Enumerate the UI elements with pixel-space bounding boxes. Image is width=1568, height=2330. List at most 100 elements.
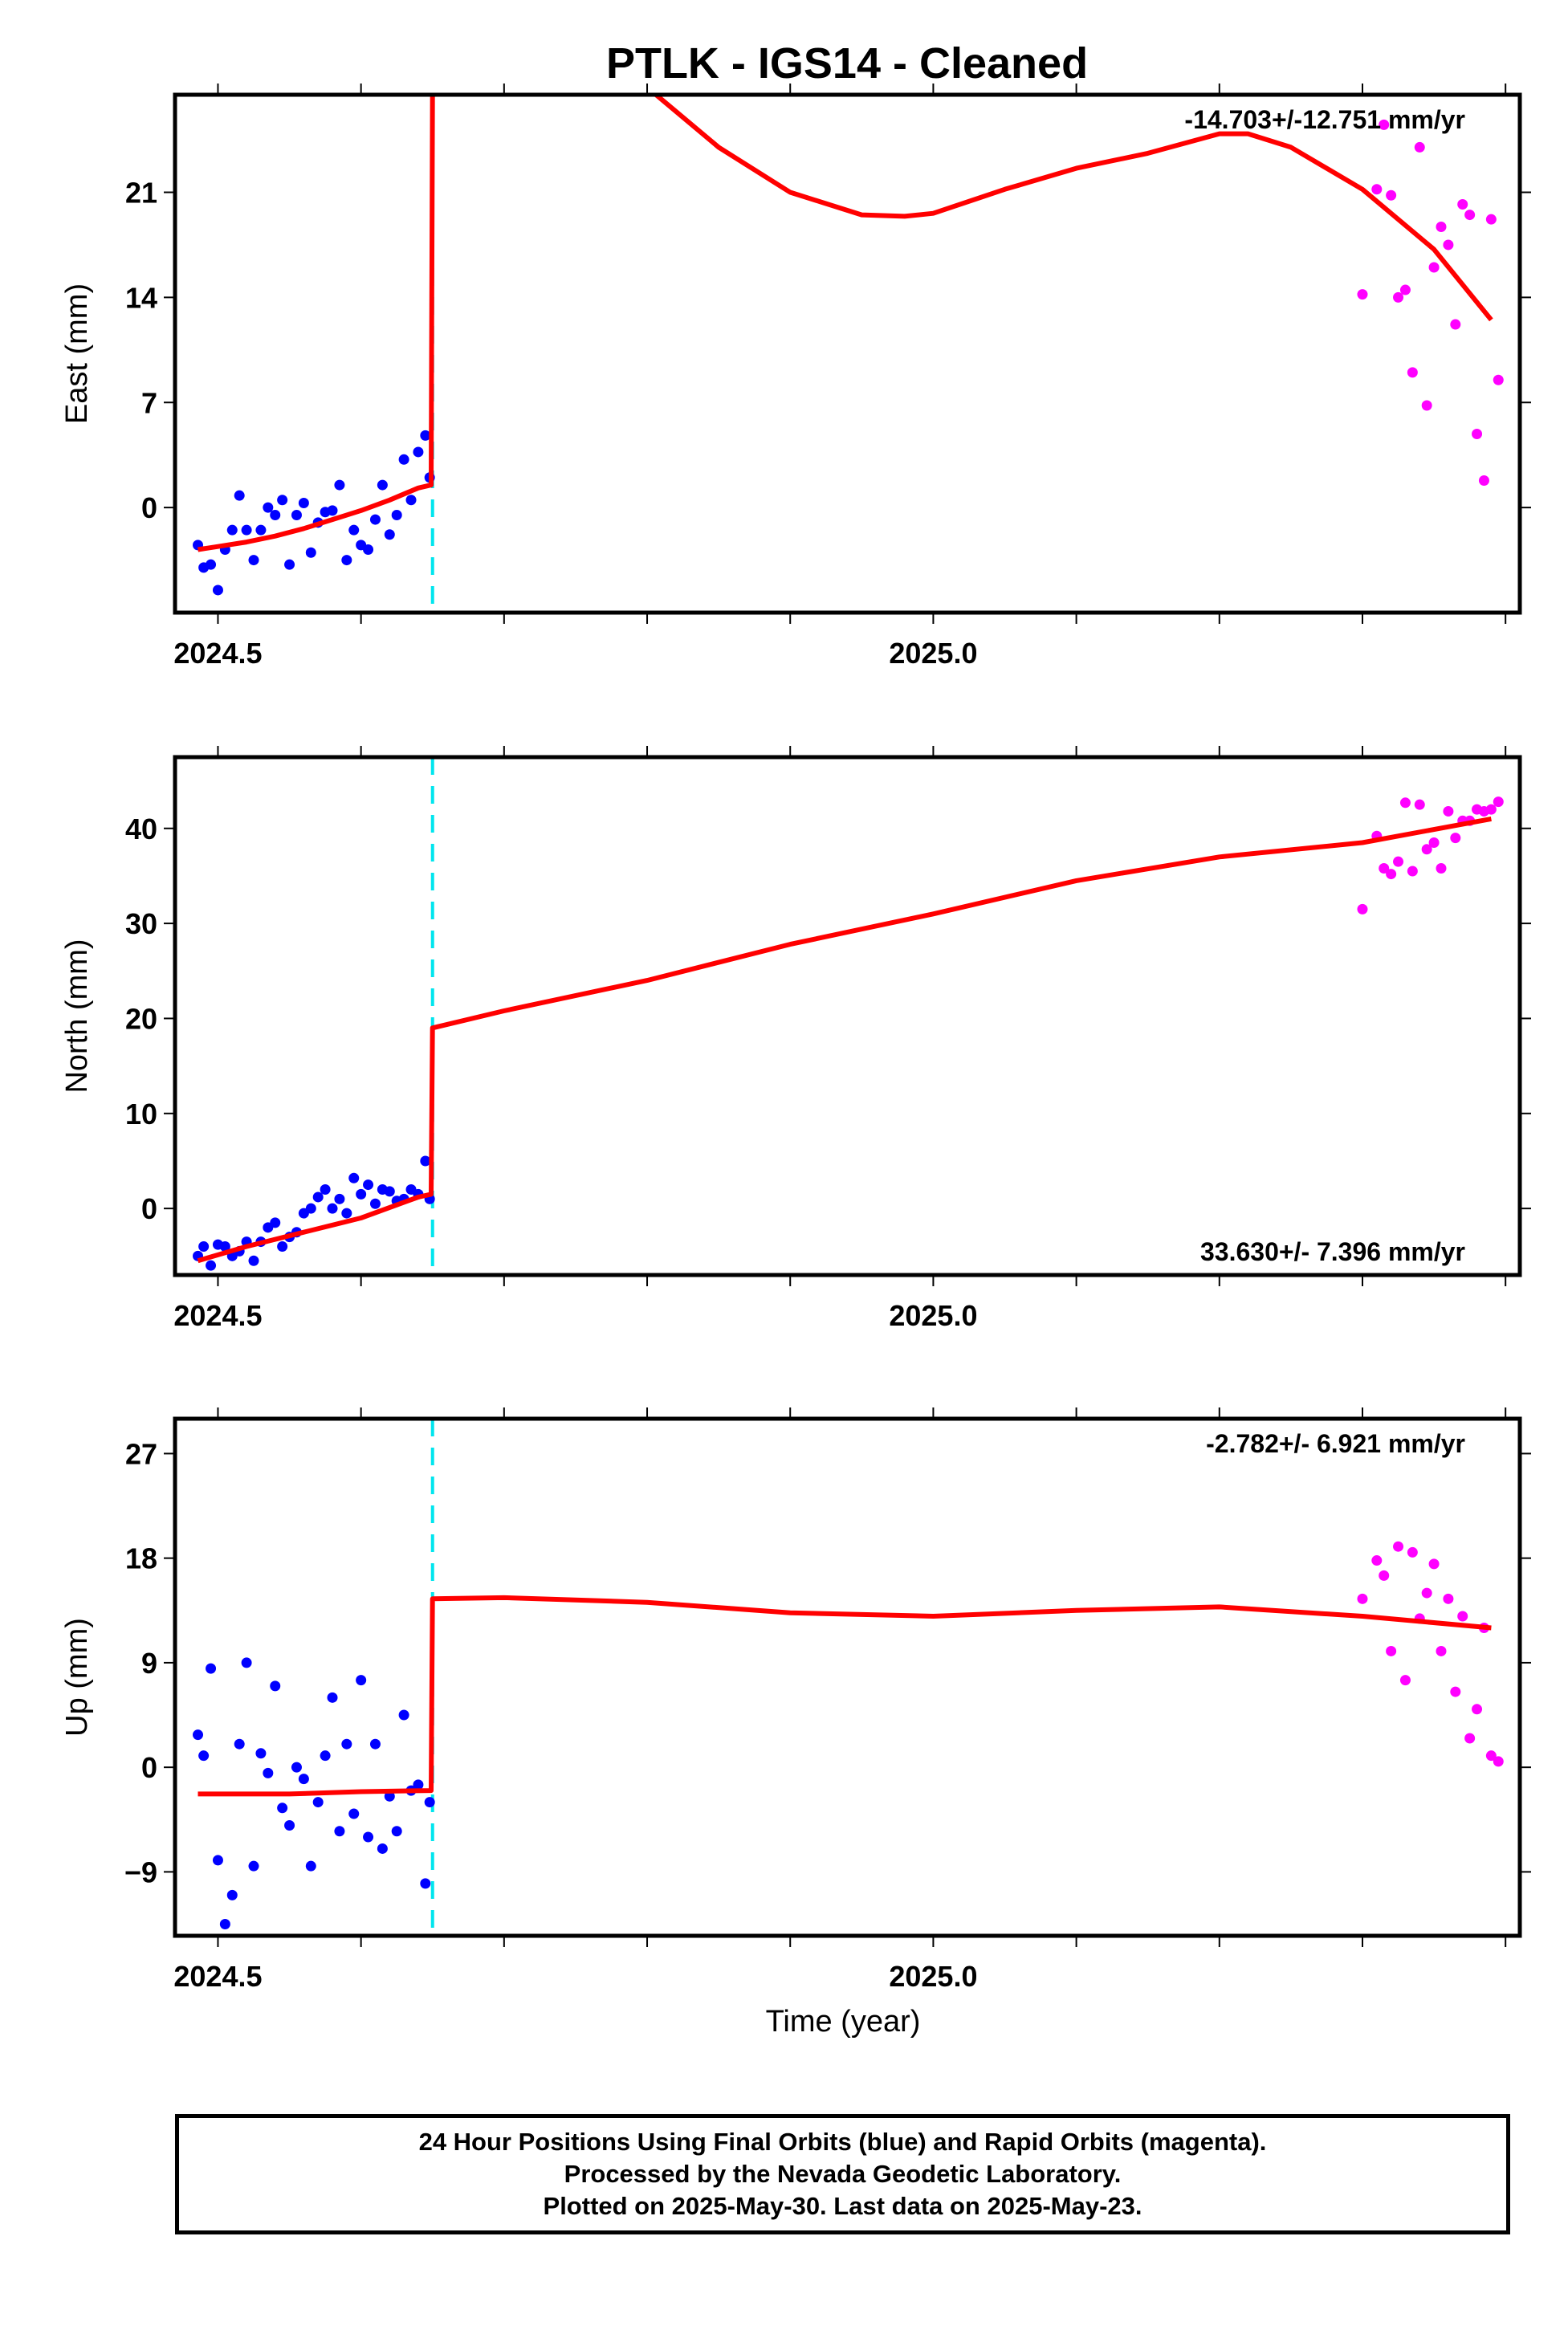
final-orbit-point xyxy=(363,1831,374,1843)
final-orbit-point xyxy=(212,1855,223,1866)
final-orbit-point xyxy=(413,1779,424,1790)
final-orbit-point xyxy=(369,514,381,525)
final-orbit-point xyxy=(255,524,267,536)
rapid-orbit-point xyxy=(1399,1675,1411,1686)
final-orbit-point xyxy=(327,505,338,516)
rapid-orbit-point xyxy=(1472,429,1483,440)
final-orbit-point xyxy=(270,1680,281,1692)
final-orbit-point xyxy=(312,1797,324,1808)
rate-annotation: -2.782+/- 6.921 mm/yr xyxy=(1206,1429,1465,1458)
rapid-orbit-point xyxy=(1379,862,1390,874)
rapid-orbit-point xyxy=(1379,119,1390,130)
final-orbit-point xyxy=(226,524,238,536)
y-tick-label: 14 xyxy=(125,281,157,314)
y-tick-label: 10 xyxy=(125,1098,157,1130)
caption-box: 24 Hour Positions Using Final Orbits (bl… xyxy=(175,2114,1510,2234)
rapid-orbit-point xyxy=(1386,1645,1397,1656)
final-orbit-point xyxy=(327,1203,338,1214)
rapid-orbit-point xyxy=(1393,291,1404,303)
rapid-orbit-point xyxy=(1436,862,1447,874)
y-tick-label: 9 xyxy=(141,1647,157,1680)
rapid-orbit-point xyxy=(1393,856,1404,867)
final-orbit-point xyxy=(334,479,345,491)
final-orbit-point xyxy=(363,544,374,555)
final-orbit-point xyxy=(234,490,245,501)
rapid-orbit-point xyxy=(1464,210,1476,221)
final-orbit-point xyxy=(226,1889,238,1900)
rapid-orbit-point xyxy=(1485,804,1497,815)
final-orbit-point xyxy=(377,1843,388,1854)
final-orbit-point xyxy=(320,1750,331,1762)
x-axis-label: Time (year) xyxy=(766,2005,921,2039)
rapid-orbit-point xyxy=(1357,289,1368,300)
caption-line-3: Plotted on 2025-May-30. Last data on 202… xyxy=(543,2192,1142,2220)
final-orbit-point xyxy=(356,1188,367,1200)
model-fit-line xyxy=(198,1595,1492,1797)
x-tick-label: 2025.0 xyxy=(889,637,977,670)
rapid-orbit-point xyxy=(1493,374,1504,385)
final-orbit-point xyxy=(341,1738,352,1750)
y-axis-label: East (mm) xyxy=(60,283,94,424)
final-orbit-point xyxy=(348,1808,360,1819)
y-tick-label: 0 xyxy=(141,1751,157,1784)
final-orbit-point xyxy=(398,454,409,465)
final-orbit-point xyxy=(420,1878,431,1889)
final-orbit-point xyxy=(206,559,217,570)
final-orbit-point xyxy=(348,524,360,536)
rapid-orbit-point xyxy=(1450,1686,1461,1697)
x-tick-label: 2024.5 xyxy=(173,1960,262,1993)
final-orbit-point xyxy=(384,1186,395,1197)
final-orbit-point xyxy=(405,495,417,506)
rapid-orbit-point xyxy=(1485,1750,1497,1762)
panel-up: 2024.5 2025.0 −9 0 9 18 27 Up (mm) -2.782+/- 6.9… xyxy=(60,1407,1531,1993)
panel-frame xyxy=(173,755,1522,1277)
rapid-orbit-point xyxy=(1443,1593,1454,1604)
final-orbit-point xyxy=(420,430,431,441)
final-orbit-point xyxy=(320,1183,331,1195)
panel-frame xyxy=(173,1416,1522,1938)
rapid-orbit-point xyxy=(1436,1645,1447,1656)
y-tick-label: −9 xyxy=(124,1855,157,1888)
final-orbit-point xyxy=(424,1797,435,1808)
final-orbit-point xyxy=(305,547,316,558)
y-axis-label: North (mm) xyxy=(60,939,94,1093)
final-orbit-point xyxy=(291,509,302,520)
final-orbit-point xyxy=(206,1663,217,1674)
final-orbit-point xyxy=(219,1240,230,1252)
final-orbit-point xyxy=(384,1790,395,1802)
caption-line-2: Processed by the Nevada Geodetic Laborat… xyxy=(564,2160,1122,2188)
final-orbit-point xyxy=(248,555,259,566)
final-orbit-point xyxy=(384,529,395,540)
final-orbit-point xyxy=(341,1208,352,1219)
model-fit-line xyxy=(198,95,1493,552)
rapid-orbit-point xyxy=(1428,837,1440,849)
final-orbit-point xyxy=(341,555,352,566)
rate-annotation: 33.630+/- 7.396 mm/yr xyxy=(1200,1237,1465,1266)
final-orbit-point xyxy=(241,524,252,536)
rapid-orbit-point xyxy=(1371,184,1383,195)
final-orbit-point xyxy=(291,1762,302,1773)
rapid-orbit-point xyxy=(1399,797,1411,809)
rapid-orbit-point xyxy=(1414,141,1425,153)
rapid-orbit-point xyxy=(1407,866,1418,877)
caption-line-1: 24 Hour Positions Using Final Orbits (bl… xyxy=(418,2128,1267,2156)
rapid-orbit-point xyxy=(1493,796,1504,808)
final-orbit-point xyxy=(391,1826,402,1837)
final-orbit-point xyxy=(193,1729,204,1741)
rapid-orbit-point xyxy=(1485,214,1497,225)
final-orbit-point xyxy=(206,1260,217,1271)
final-orbit-point xyxy=(270,509,281,520)
final-orbit-point xyxy=(234,1738,245,1750)
rapid-orbit-point xyxy=(1428,262,1440,273)
final-orbit-point xyxy=(298,498,309,509)
final-orbit-point xyxy=(263,502,274,513)
x-tick-label: 2024.5 xyxy=(173,1299,262,1332)
final-orbit-point xyxy=(369,1738,381,1750)
final-orbit-point xyxy=(198,1240,210,1252)
final-orbit-point xyxy=(305,1203,316,1214)
plot-area xyxy=(193,95,1504,613)
x-tick-label: 2024.5 xyxy=(173,637,262,670)
final-orbit-point xyxy=(255,1748,267,1759)
y-axis-label: Up (mm) xyxy=(60,1618,94,1737)
final-orbit-point xyxy=(398,1709,409,1721)
